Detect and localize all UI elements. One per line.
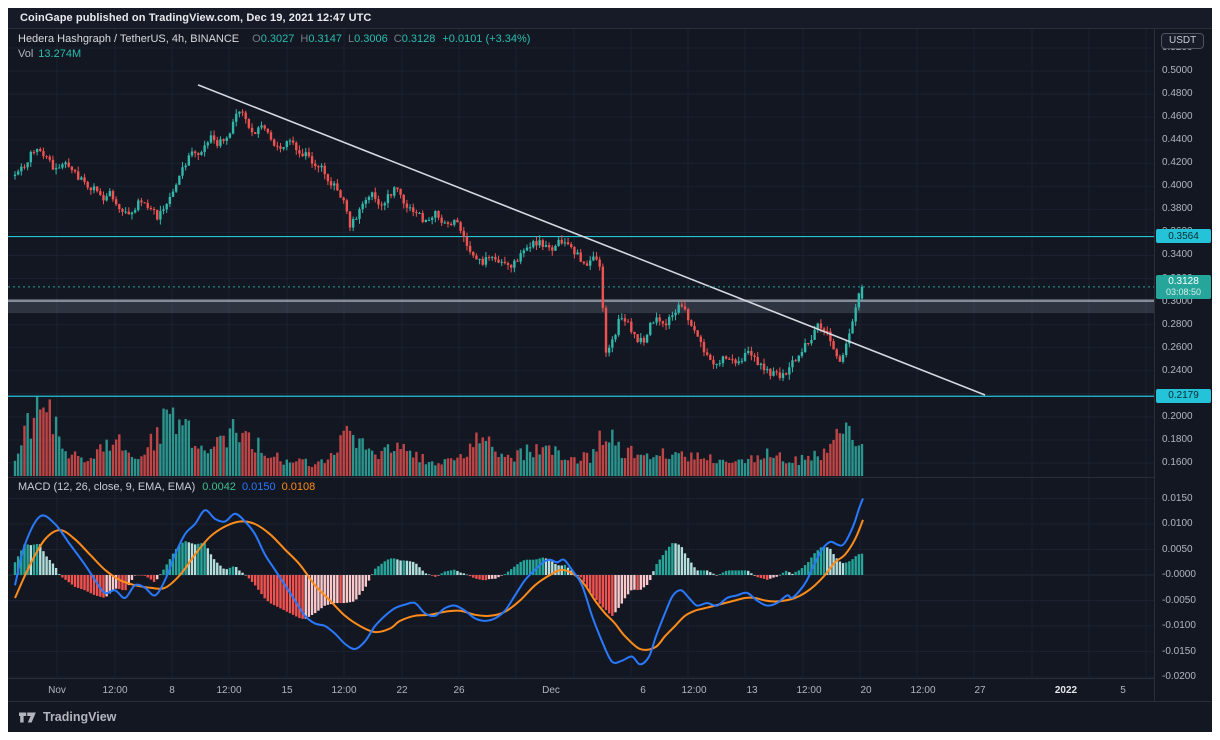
macd-signal-line [14,519,864,651]
time-axis-label: 22 [396,685,408,696]
chart-canvas[interactable] [8,8,1212,732]
change-value: +0.0101 (+3.34%) [442,33,531,45]
time-axis[interactable]: Nov 12:00 8 12:00 15 12:00 22 26 Dec 6 12:00 13 12:0… [8,678,1154,701]
price-axis-label: 0.1600 [1162,456,1193,468]
time-axis-label: 12:00 [216,685,242,696]
time-axis-label: 5 [1120,685,1126,696]
volume-legend[interactable]: Vol 13.274M [18,48,81,60]
low-value: 0.3006 [354,33,388,45]
macd-title[interactable]: MACD (12, 26, close, 9, EMA, EMA) [18,481,196,493]
tradingview-chart: CoinGape published on TradingView.com, D… [8,8,1212,732]
last-price-label: 0.3128 03:08:50 [1156,274,1211,299]
time-axis-label: Dec [542,685,560,696]
candlesticks [13,109,864,382]
price-axis-label: 0.4000 [1162,180,1193,192]
high-label: H [300,33,309,45]
tradingview-logo-bar[interactable]: TradingView [8,701,1212,732]
trendline [197,84,986,396]
time-axis-label: 20 [860,685,872,696]
price-axis-label: 0.1800 [1162,433,1193,445]
volume-label: Vol [18,48,34,60]
last-price-value: 0.3128 [1168,275,1199,287]
macd-axis-label: -0.0050 [1162,594,1196,606]
macd-axis-label: 0.0150 [1162,492,1193,504]
volume-value: 13.274M [38,48,82,60]
price-axis[interactable]: 0.52000.50000.48000.46000.44000.42000.40… [1154,29,1212,701]
price-axis-label: 0.3800 [1162,203,1193,215]
close-label: C [393,33,402,45]
open-value: 0.3027 [260,33,295,45]
macd-signal-value: 0.0108 [281,481,316,493]
price-axis-label: 0.2000 [1162,410,1193,422]
price-axis-label: 0.2800 [1162,318,1193,330]
open-label: O [252,33,261,45]
publish-banner-text: CoinGape published on TradingView.com, D… [20,12,372,24]
time-axis-label: 6 [640,685,646,696]
macd-hist-value: 0.0042 [202,481,236,493]
time-axis-label: Nov [48,685,66,696]
time-axis-label: 12:00 [910,685,936,696]
publish-banner: CoinGape published on TradingView.com, D… [8,8,1212,29]
time-axis-label: 15 [281,685,293,696]
macd-line-value: 0.0150 [241,481,276,493]
time-axis-label: 8 [169,685,175,696]
price-axis-label: 0.2600 [1162,341,1193,353]
macd-axis-label: -0.0150 [1162,645,1196,657]
support-price-label: 0.2179 [1156,388,1211,403]
countdown-timer: 03:08:50 [1165,286,1202,297]
time-axis-label: 12:00 [796,685,822,696]
price-axis-label: 0.4800 [1162,88,1193,100]
time-axis-label: 13 [746,685,758,696]
tradingview-logo-text: TradingView [43,710,117,724]
volume-bars [13,396,864,476]
macd-histogram [13,541,864,619]
time-axis-label: 26 [453,685,465,696]
resistance-price-label: 0.3564 [1156,229,1211,244]
high-value: 0.3147 [308,33,342,45]
price-axis-label: 0.3000 [1162,295,1193,307]
macd-axis-label: 0.0050 [1162,543,1193,555]
price-axis-label: 0.4400 [1162,134,1193,146]
price-axis-label: 0.3400 [1162,249,1193,261]
time-axis-label: 12:00 [681,685,707,696]
currency-button[interactable]: USDT [1161,33,1205,49]
macd-axis-label: 0.0100 [1162,518,1193,529]
price-axis-label: 0.2400 [1162,364,1193,376]
time-axis-label: 2022 [1054,685,1078,696]
macd-legend[interactable]: MACD (12, 26, close, 9, EMA, EMA) 0.0042 0… [18,481,315,493]
price-axis-label: 0.4200 [1162,157,1193,169]
macd-axis-label: -0.0000 [1162,569,1196,580]
symbol-legend[interactable]: Hedera Hashgraph / TetherUS, 4h, BINANCE… [18,33,530,45]
price-axis-label: 0.5000 [1162,65,1193,76]
time-axis-label: 27 [974,685,986,696]
symbol-title[interactable]: Hedera Hashgraph / TetherUS, 4h, BINANCE [18,33,240,45]
close-value: 0.3128 [401,33,436,45]
price-axis-label: 0.4600 [1162,111,1193,123]
macd-axis-label: -0.0100 [1162,620,1196,631]
time-axis-label: 12:00 [102,685,128,696]
time-axis-label: 12:00 [331,685,357,696]
low-label: L [347,33,355,45]
macd-axis-label: -0.0200 [1162,671,1196,682]
macd-main-line [14,498,864,666]
tradingview-logo-icon[interactable] [18,710,37,725]
gray-zone [8,299,1154,314]
